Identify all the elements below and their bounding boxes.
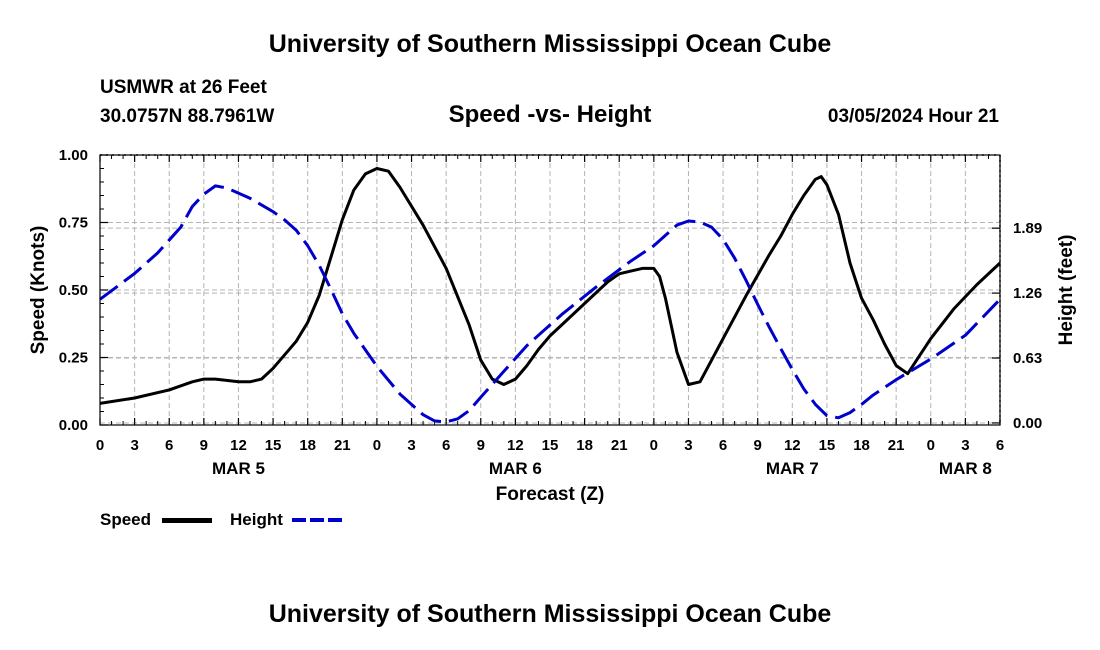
x-tick-label: 6 [442, 437, 450, 454]
x-tick-label: 3 [684, 437, 692, 454]
x-tick-label: 18 [853, 437, 870, 454]
x-tick-label: 15 [542, 437, 559, 454]
x-tick-label: 18 [299, 437, 316, 454]
y2-tick-label: 1.26 [1013, 285, 1042, 302]
date-label: MAR 7 [766, 459, 819, 478]
series-line-speed [99, 167, 1002, 405]
y2-tick-label: 1.89 [1013, 220, 1042, 237]
x-tick-label: 15 [265, 437, 282, 454]
x-tick-label: 21 [334, 437, 351, 454]
axis-layer: 0 3 6 9 12 15 18 21 0 3 6 9 12 15 18 21 0 3 6 9 12 15 18 21 0 3 6M… [59, 147, 1042, 478]
x-tick-label: 0 [96, 437, 104, 454]
x-tick-label: 12 [507, 437, 524, 454]
x-tick-label: 9 [754, 437, 762, 454]
bottom-title: University of Southern Mississippi Ocean… [268, 600, 832, 628]
y2-tick-label: 0.63 [1013, 350, 1042, 367]
y-tick-label: 0.00 [59, 417, 88, 434]
y2-axis-label: Height (feet) [1056, 235, 1077, 346]
x-tick-label: 0 [927, 437, 935, 454]
x-tick-label: 6 [996, 437, 1004, 454]
chart-subtitle: Speed -vs- Height [448, 101, 652, 128]
x-tick-label: 6 [719, 437, 727, 454]
series-line-height [99, 184, 1002, 424]
legend-height-swatch [292, 518, 344, 522]
date-label: MAR 5 [212, 459, 265, 478]
x-tick-label: 3 [961, 437, 969, 454]
x-tick-label: 3 [407, 437, 415, 454]
x-tick-label: 6 [165, 437, 173, 454]
station-coordinates: 30.0757N 88.7961W [100, 106, 275, 127]
station-label: USMWR at 26 Feet [100, 77, 267, 98]
x-tick-label: 12 [230, 437, 247, 454]
legend-height-label: Height [230, 510, 283, 529]
x-axis-label: Forecast (Z) [496, 484, 605, 505]
y-tick-label: 0.75 [59, 215, 88, 232]
date-label: MAR 6 [489, 459, 542, 478]
x-tick-label: 12 [784, 437, 801, 454]
legend-speed-swatch [162, 518, 212, 523]
top-title: University of Southern Mississippi Ocean… [268, 30, 832, 58]
y-tick-label: 0.50 [59, 282, 88, 299]
y-axis-label: Speed (Knots) [28, 226, 49, 355]
y-tick-label: 1.00 [59, 147, 88, 164]
x-tick-label: 9 [477, 437, 485, 454]
date-label: MAR 8 [939, 459, 992, 478]
y2-tick-label: 0.00 [1013, 415, 1042, 432]
forecast-datetime: 03/05/2024 Hour 21 [827, 106, 999, 127]
x-tick-label: 0 [650, 437, 658, 454]
x-tick-label: 18 [576, 437, 593, 454]
x-tick-label: 21 [888, 437, 905, 454]
series-layer [99, 167, 1002, 424]
x-tick-label: 0 [373, 437, 381, 454]
x-tick-label: 15 [819, 437, 836, 454]
x-tick-label: 21 [611, 437, 628, 454]
legend-speed-label: Speed [100, 510, 152, 529]
x-tick-label: 3 [130, 437, 138, 454]
grid-layer [100, 155, 1000, 425]
x-tick-label: 9 [200, 437, 208, 454]
y-tick-label: 0.25 [59, 350, 88, 367]
